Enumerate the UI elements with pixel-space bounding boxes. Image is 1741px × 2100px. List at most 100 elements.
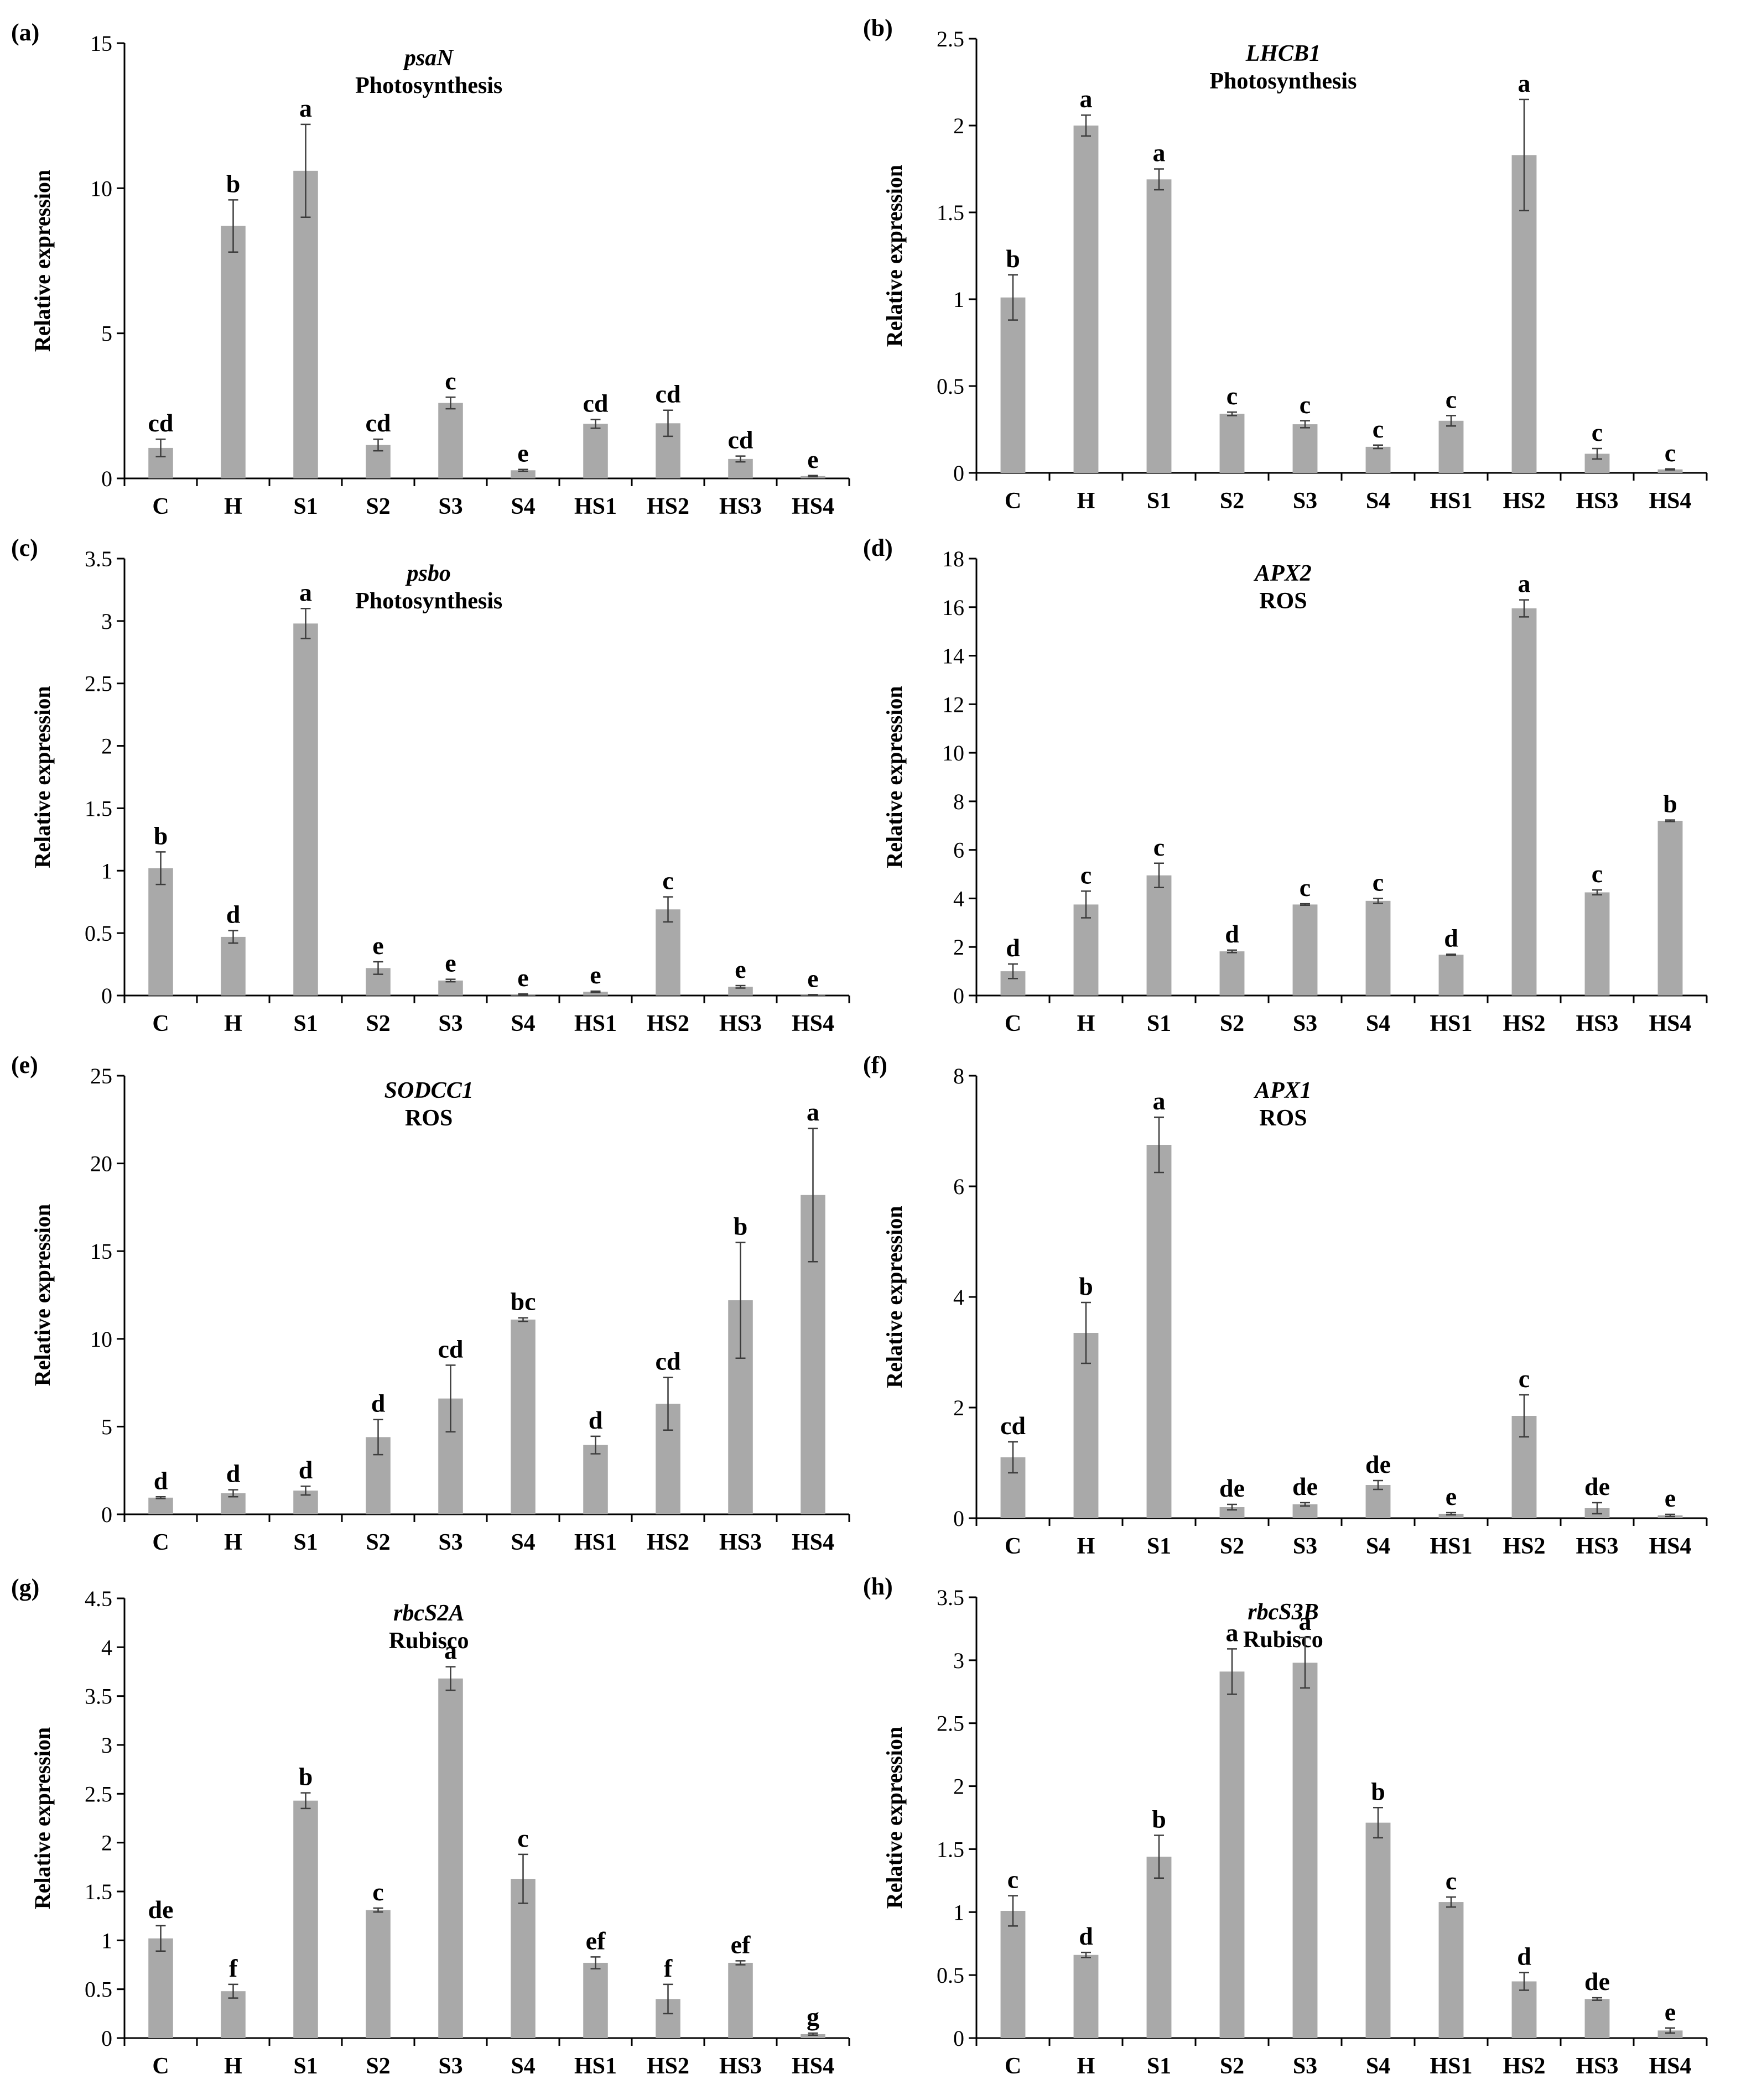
significance-letter-C: b xyxy=(154,821,168,850)
chart-title-category: Photosynthesis xyxy=(355,73,502,98)
x-tick-label-HS3: HS3 xyxy=(719,494,762,519)
y-tick-label: 0.5 xyxy=(85,921,112,946)
x-tick-label-S3: S3 xyxy=(438,2054,462,2079)
x-tick-label-HS2: HS2 xyxy=(647,1530,689,1555)
bar-S4 xyxy=(1365,446,1391,473)
x-tick-label-H: H xyxy=(224,1530,242,1555)
x-tick-label-S3: S3 xyxy=(1293,1011,1317,1036)
bar-S2 xyxy=(366,1910,391,2038)
significance-letter-C: d xyxy=(1006,934,1020,962)
bar-H xyxy=(1073,1955,1099,2038)
significance-letter-H: f xyxy=(229,1954,238,1982)
significance-letter-HS4: e xyxy=(807,445,818,473)
y-tick-label: 0 xyxy=(953,2026,964,2051)
y-tick-label: 1 xyxy=(101,1928,112,1953)
significance-letter-S3: c xyxy=(1300,390,1311,419)
bar-HS3 xyxy=(728,1962,753,2038)
y-tick-label: 12 xyxy=(942,692,964,717)
bar-S1 xyxy=(1146,1145,1172,1518)
panel-label: (a) xyxy=(11,19,39,46)
x-tick-label-HS3: HS3 xyxy=(719,1530,762,1555)
x-tick-label-HS1: HS1 xyxy=(1430,488,1472,514)
bar-S1 xyxy=(293,1800,318,2038)
x-tick-label-S4: S4 xyxy=(511,494,535,519)
y-tick-label: 0 xyxy=(953,461,964,486)
y-tick-label: 0.5 xyxy=(937,1963,964,1988)
y-tick-label: 2.5 xyxy=(85,1781,112,1806)
bar-HS2 xyxy=(656,909,680,996)
significance-letter-HS3: de xyxy=(1584,1472,1610,1500)
significance-letter-S3: c xyxy=(445,367,456,395)
chart-panel-f: (f) APX1 ROS Relative expression 0 2 4 6 8 cd Cb Ha… xyxy=(863,1051,1708,1559)
y-tick-label: 6 xyxy=(953,838,964,863)
x-tick-label-S3: S3 xyxy=(438,1530,462,1555)
x-tick-label-S1: S1 xyxy=(293,1011,318,1036)
y-tick-label: 2 xyxy=(953,113,964,138)
x-tick-label-HS2: HS2 xyxy=(1503,1534,1545,1559)
bar-HS1 xyxy=(583,1445,608,1514)
x-tick-label-S2: S2 xyxy=(1220,2054,1244,2079)
x-tick-label-S3: S3 xyxy=(1293,488,1317,514)
x-tick-label-S1: S1 xyxy=(293,494,318,519)
x-tick-label-H: H xyxy=(224,2054,242,2079)
significance-letter-S1: a xyxy=(1153,1087,1166,1115)
x-tick-label-HS2: HS2 xyxy=(647,494,689,519)
y-tick-label: 25 xyxy=(90,1064,112,1088)
y-axis-label: Relative expression xyxy=(30,170,55,352)
x-tick-label-S4: S4 xyxy=(511,1011,535,1036)
significance-letter-C: c xyxy=(1007,1865,1018,1894)
significance-letter-HS2: c xyxy=(1519,1364,1530,1393)
x-tick-label-S1: S1 xyxy=(1147,488,1171,514)
y-tick-label: 4.5 xyxy=(85,1586,112,1611)
significance-letter-S4: b xyxy=(1371,1777,1385,1805)
y-tick-label: 8 xyxy=(953,789,964,814)
chart-panel-e: (e) SODCC1 ROS Relative expression 0 5 10 15 20 2… xyxy=(11,1051,850,1555)
significance-letter-H: b xyxy=(226,169,241,197)
y-tick-label: 4 xyxy=(953,886,964,911)
chart-title-gene: psaN xyxy=(403,45,454,71)
bar-S1 xyxy=(1146,1857,1172,2038)
bar-HS2 xyxy=(1511,608,1537,996)
y-tick-label: 0 xyxy=(953,1506,964,1531)
x-tick-label-C: C xyxy=(152,1530,169,1555)
x-tick-label-HS4: HS4 xyxy=(1649,1534,1691,1559)
y-tick-label: 2 xyxy=(953,1774,964,1799)
x-tick-label-S2: S2 xyxy=(366,2054,390,2079)
significance-letter-S3: cd xyxy=(438,1335,464,1363)
bar-C xyxy=(1000,1911,1026,2038)
significance-letter-HS2: cd xyxy=(656,1347,681,1375)
x-tick-label-HS1: HS1 xyxy=(1430,2054,1472,2079)
bar-S1 xyxy=(293,170,318,478)
x-tick-label-H: H xyxy=(1077,488,1095,514)
bar-S1 xyxy=(293,623,318,996)
x-tick-label-C: C xyxy=(1005,2054,1021,2079)
x-tick-label-HS2: HS2 xyxy=(1503,488,1545,514)
bar-S1 xyxy=(1146,875,1172,996)
significance-letter-S1: b xyxy=(1152,1805,1166,1833)
significance-letter-S2: a xyxy=(1226,1618,1239,1646)
significance-letter-S2: de xyxy=(1219,1474,1245,1502)
y-tick-label: 2 xyxy=(953,1395,964,1420)
y-tick-label: 0.5 xyxy=(85,1977,112,2002)
chart-title-category: ROS xyxy=(1259,588,1307,614)
y-tick-label: 0 xyxy=(101,2026,112,2051)
x-tick-label-HS4: HS4 xyxy=(792,1011,834,1036)
bar-S2 xyxy=(1219,414,1245,473)
panel-label: (b) xyxy=(863,14,893,41)
x-tick-label-HS2: HS2 xyxy=(1503,2054,1545,2079)
chart-title-gene: APX1 xyxy=(1253,1078,1312,1103)
y-tick-label: 1 xyxy=(953,1900,964,1925)
chart-title-gene: rbcS2A xyxy=(393,1601,464,1626)
y-tick-label: 0.5 xyxy=(937,374,964,399)
significance-letter-S4: c xyxy=(1373,868,1384,896)
bar-S3 xyxy=(438,980,463,996)
x-tick-label-HS1: HS1 xyxy=(574,1530,617,1555)
x-tick-label-C: C xyxy=(152,494,169,519)
significance-letter-S4: c xyxy=(1373,415,1384,443)
significance-letter-HS4: e xyxy=(1665,1484,1676,1512)
significance-letter-S1: c xyxy=(1153,833,1165,861)
x-tick-label-C: C xyxy=(1005,488,1021,514)
significance-letter-S2: c xyxy=(1227,382,1238,410)
